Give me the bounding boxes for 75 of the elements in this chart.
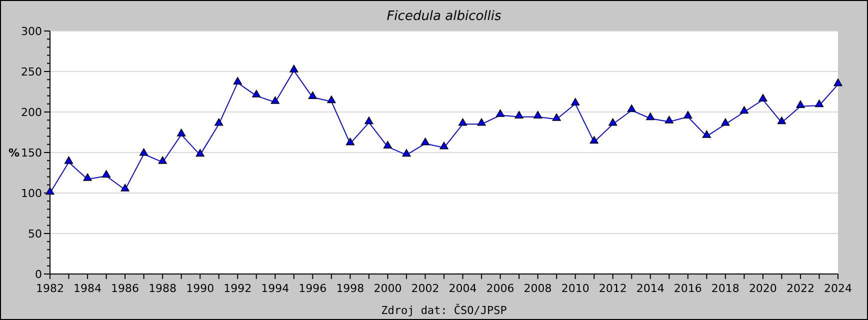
y-tick-label: 100 (21, 187, 42, 200)
point (402, 149, 411, 157)
point (702, 130, 711, 138)
point (83, 173, 92, 181)
point (740, 106, 748, 114)
point (646, 112, 655, 120)
x-tick-label: 1998 (336, 282, 364, 295)
point (346, 138, 354, 146)
point (458, 118, 468, 126)
point (64, 156, 74, 164)
point (664, 116, 674, 124)
y-tick-label: 200 (21, 106, 42, 119)
point (534, 110, 542, 118)
point (684, 110, 692, 118)
point (440, 142, 448, 150)
x-tick-label: 1996 (298, 282, 327, 295)
x-tick-label: 2010 (561, 282, 590, 295)
point (252, 90, 261, 98)
y-tick-label: 0 (35, 268, 42, 281)
point (102, 170, 111, 178)
x-tick-label: 2008 (524, 282, 552, 295)
point (308, 92, 317, 100)
text: Zdroj dat: ČSO/JPSP (381, 303, 508, 317)
point (758, 94, 768, 102)
point (814, 100, 824, 108)
point (158, 156, 167, 164)
point (777, 116, 786, 124)
x-tick-label: 2004 (448, 282, 477, 295)
x-tick-label: 2020 (748, 282, 777, 295)
x-tick-label: 1982 (36, 282, 64, 295)
x-tick-label: 2000 (374, 282, 402, 295)
x-tick-label: 2024 (824, 282, 852, 295)
x-tick-label: 1988 (148, 282, 177, 295)
point (270, 96, 280, 104)
point (46, 187, 54, 195)
point (120, 184, 130, 192)
chart-title: Ficedula albicollis (386, 9, 502, 24)
point (383, 140, 392, 148)
point (514, 110, 524, 118)
point (627, 104, 636, 112)
point (327, 96, 336, 104)
point (364, 116, 374, 124)
x-tick-label: 1986 (111, 282, 140, 295)
x-tick-label: 2012 (598, 282, 627, 295)
x-tick-label: 1992 (224, 282, 252, 295)
x-tick-label: 1990 (186, 282, 214, 295)
y-axis-title: % (8, 146, 20, 160)
point (571, 98, 580, 106)
x-tick-label: 2002 (411, 282, 440, 295)
point (177, 128, 186, 136)
x-tick-label: 1984 (74, 282, 102, 295)
x-tick-label: 1994 (261, 282, 290, 295)
y-tick-label: 50 (28, 228, 42, 240)
point (608, 118, 618, 126)
point (477, 118, 486, 126)
point (552, 113, 561, 121)
y-tick-label: 150 (21, 146, 42, 160)
point (420, 138, 430, 146)
point (721, 118, 730, 126)
point (834, 78, 842, 86)
point (796, 100, 805, 108)
point (290, 64, 298, 72)
point (496, 109, 505, 117)
point (196, 149, 204, 157)
point (590, 136, 598, 144)
x-tick-label: 2014 (636, 282, 664, 295)
point (233, 76, 242, 84)
point (214, 118, 224, 126)
x-tick-label: 2016 (674, 282, 702, 295)
y-tick-label: 300 (21, 25, 42, 38)
point (140, 148, 148, 156)
x-tick-label: 2006 (486, 282, 514, 295)
y-tick-label: 250 (21, 66, 42, 78)
x-tick-label: 2022 (786, 282, 814, 295)
x-tick-label: 2018 (711, 282, 740, 295)
